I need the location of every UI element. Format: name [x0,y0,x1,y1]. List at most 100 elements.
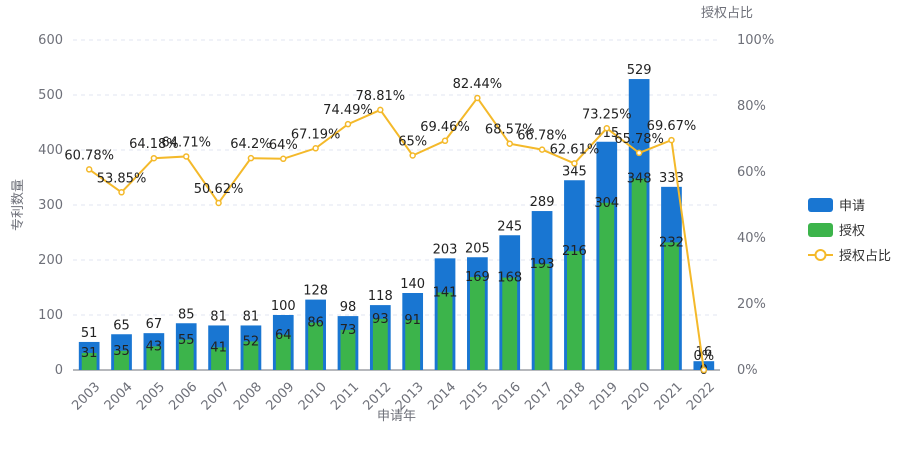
ratio-point [635,149,643,157]
ratio-point [118,189,125,196]
apply-value-label: 100 [271,299,296,314]
grant-value-label: 52 [243,334,260,349]
bar-grant [372,318,388,370]
ratio-value-label: 64.71% [161,135,211,150]
x-tick-label: 2021 [652,380,686,414]
ratio-value-label: 53.85% [97,171,147,186]
y-tick-label: 0 [55,363,63,378]
apply-value-label: 140 [400,277,425,292]
x-tick-label: 2018 [555,380,589,414]
ratio-point [312,145,319,152]
y-tick-label: 100 [38,308,63,323]
bar-grant [114,350,129,370]
apply-value-label: 345 [562,164,587,179]
bar-grant [437,292,453,370]
ratio-value-label: 67.19% [291,127,341,142]
bar-grant [146,346,162,370]
ratio-point [247,154,255,162]
x-tick-label: 2008 [231,380,265,414]
apply-value-label: 65 [113,318,130,333]
y-tick-label: 400 [38,143,63,158]
ratio-value-label: 68.57% [485,123,535,138]
bar-grant [502,277,518,370]
grant-value-label: 169 [465,270,490,285]
grant-value-label: 168 [497,271,522,286]
ratio-value-label: 64.2% [230,137,271,152]
bar-grant [275,334,291,370]
ratio-point [280,155,287,163]
apply-value-label: 205 [465,241,490,256]
grant-value-label: 35 [113,344,130,359]
y2-tick-label: 20% [737,297,766,312]
x-tick-label: 2019 [587,380,621,414]
grant-value-label: 43 [146,339,163,354]
bar-grant [599,202,615,370]
x-tick-label: 2014 [425,380,459,414]
x-tick-label: 2003 [69,380,103,414]
y-tick-label: 500 [38,88,63,103]
ratio-point [377,106,384,114]
ratio-point [182,153,190,160]
grant-value-label: 91 [404,313,421,328]
ratio-point [538,146,546,153]
x-tick-label: 2020 [619,380,653,414]
x-tick-label: 2022 [684,380,718,414]
grant-value-label: 73 [340,323,357,338]
x-tick-label: 2015 [458,380,492,414]
ratio-point [474,94,481,102]
grant-value-label: 348 [627,172,652,187]
legend-label-ratio: 授权占比 [839,248,891,264]
y2-tick-label: 0% [737,363,758,378]
ratio-value-label: 65.78% [614,132,664,147]
bar-grant [664,242,679,370]
grant-value-label: 64 [275,328,292,343]
legend-label-grant: 授权 [839,223,865,239]
grant-value-label: 232 [659,235,684,250]
y2-axis-title: 授权占比 [701,5,753,21]
y-tick-label: 600 [38,33,63,48]
legend-swatch-apply [808,198,833,212]
grant-value-label: 31 [81,346,98,361]
x-tick-label: 2006 [166,380,200,414]
apply-value-label: 85 [178,307,195,322]
ratio-point [441,137,449,145]
ratio-point [409,152,416,159]
apply-value-label: 98 [340,300,357,315]
apply-value-label: 245 [497,219,522,234]
legend-swatch-grant [808,223,833,237]
apply-value-label: 529 [627,63,652,78]
grant-value-label: 41 [210,340,227,355]
apply-value-label: 289 [530,195,555,210]
bar-grant [631,178,647,370]
ratio-line [88,96,705,371]
apply-value-label: 203 [433,242,458,257]
y2-tick-label: 80% [737,99,766,114]
bar-grant [211,347,227,370]
ratio-point [571,160,578,167]
ratio-point [150,154,158,162]
ratio-value-label: 64.18% [129,137,179,152]
y-axis-title: 专利数量 [11,179,26,231]
x-tick-label: 2016 [490,380,524,414]
apply-value-label: 415 [594,126,619,141]
ratio-value-label: 69.67% [647,119,697,134]
bar-grant [566,251,582,370]
x-tick-label: 2017 [522,380,556,414]
grant-value-label: 93 [372,312,389,327]
grant-value-label: 216 [562,244,587,259]
apply-value-label: 81 [243,309,260,324]
bar-grant [469,277,485,370]
ratio-value-label: 0% [694,349,715,364]
grant-value-label: 304 [594,196,619,211]
x-tick-label: 2004 [102,380,136,414]
ratio-value-label: 66.78% [517,129,567,144]
grant-value-label: 141 [433,285,458,300]
ratio-value-label: 64% [269,138,298,153]
y-tick-label: 300 [38,198,63,213]
ratio-value-label: 69.46% [420,120,470,135]
bar-grant [308,322,324,370]
x-tick-label: 2011 [328,380,362,414]
ratio-point [603,125,611,132]
ratio-value-label: 62.61% [550,142,600,157]
